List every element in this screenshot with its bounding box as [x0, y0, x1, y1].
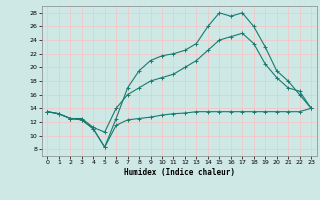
- X-axis label: Humidex (Indice chaleur): Humidex (Indice chaleur): [124, 168, 235, 177]
